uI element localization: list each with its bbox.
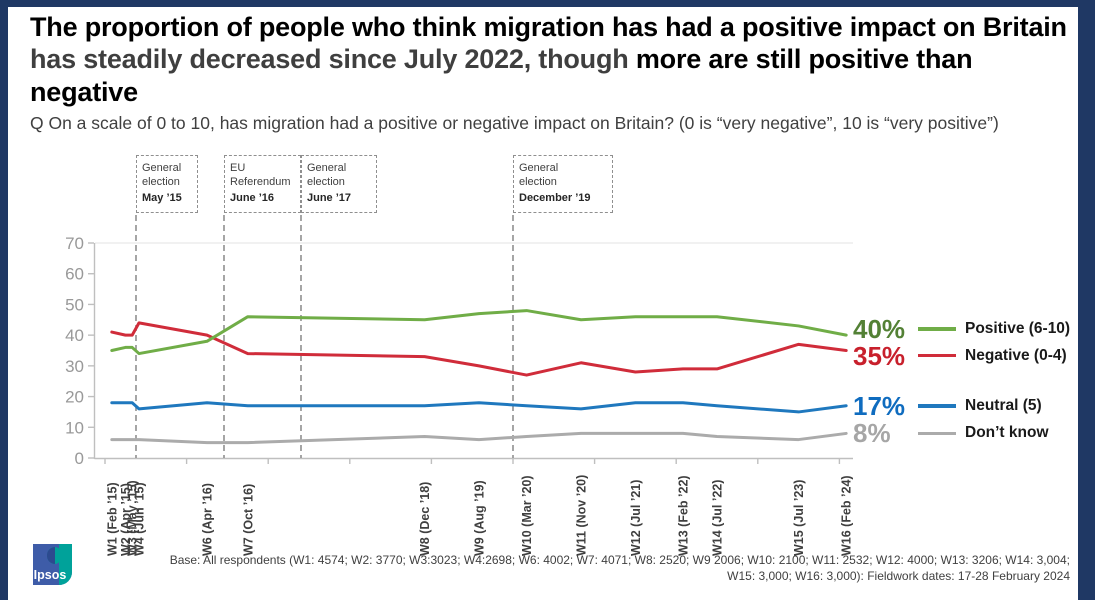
x-axis-label: W4 (Jun ’15) bbox=[133, 482, 147, 556]
legend-item-positive: Positive (6-10) bbox=[918, 320, 1070, 338]
series-line-3 bbox=[110, 431, 848, 445]
x-axis-label: W12 (Jul ’21) bbox=[629, 480, 643, 556]
annotation-eu-referendum-june-16: EU Referendum June ’16 bbox=[224, 155, 301, 213]
legend-label: Neutral (5) bbox=[965, 396, 1042, 414]
x-axis-label: W1 (Feb ’15) bbox=[105, 482, 119, 556]
ipsos-logo-emblem-half bbox=[47, 547, 55, 564]
x-axis-label: W16 (Feb ’24) bbox=[840, 475, 854, 556]
base-note-line-2: W15: 3,000; W16: 3,000): Fieldwork dates… bbox=[727, 568, 1070, 583]
x-axis-label: W10 (Mar ’20) bbox=[520, 475, 534, 556]
series-line-2 bbox=[110, 401, 848, 414]
legend-label: Negative (0-4) bbox=[965, 346, 1067, 364]
legend-label: Positive (6-10) bbox=[965, 320, 1071, 338]
y-axis-label: 70 bbox=[65, 234, 84, 253]
x-axis-label: W3 (May ’15) bbox=[126, 480, 140, 556]
question-text: Q On a scale of 0 to 10, has migration h… bbox=[30, 113, 999, 133]
annotation-date: June ’17 bbox=[307, 191, 352, 204]
legend-item-dont-know: Don’t know bbox=[918, 424, 1049, 442]
annotation-date: December ’19 bbox=[519, 191, 591, 204]
annotation-label: General election bbox=[307, 162, 347, 189]
negative-end-value: 35% bbox=[853, 340, 906, 371]
negative-line-swatch bbox=[918, 353, 956, 358]
series-line-0 bbox=[110, 309, 848, 356]
base-note-line-1: Base: All respondents (W1: 4574; W2: 377… bbox=[169, 553, 1070, 567]
annotation-label: General election bbox=[142, 162, 182, 189]
title-segment-black-2: more are still positive than negative bbox=[30, 44, 973, 107]
legend-item-neutral: Neutral (5) bbox=[918, 397, 1042, 415]
legend-label: Don’t know bbox=[965, 424, 1049, 442]
dont-know-line-swatch bbox=[918, 431, 956, 436]
annotation-general-election-december-19: General election December ’19 bbox=[513, 155, 613, 213]
x-axis-label: W6 (Apr ’16) bbox=[201, 483, 215, 556]
annotation-label: EU Referendum bbox=[230, 162, 291, 189]
series-line-1 bbox=[110, 321, 848, 377]
y-axis-label: 50 bbox=[65, 295, 84, 314]
x-axis-label: W9 (Aug ’19) bbox=[473, 480, 487, 556]
right-border bbox=[1078, 0, 1095, 600]
neutral-line-swatch bbox=[918, 404, 956, 408]
y-axis-label: 30 bbox=[65, 357, 84, 376]
y-axis-label: 20 bbox=[65, 388, 84, 407]
annotation-label: General election bbox=[519, 162, 559, 189]
positive-line-swatch bbox=[918, 327, 956, 331]
x-axis-label: W8 (Dec ’18) bbox=[418, 482, 432, 556]
ipsos-logo: Ipsos bbox=[33, 544, 72, 585]
ipsos-logo-teal-panel bbox=[59, 544, 72, 585]
title-segment-gray: has steadily decreased since July 2022, … bbox=[30, 44, 636, 75]
y-axis-label: 60 bbox=[65, 265, 84, 284]
title-segment-black: The proportion of people who think migra… bbox=[30, 12, 1067, 42]
x-axis-label: W2 (Apr ’15) bbox=[119, 483, 133, 556]
y-axis-label: 10 bbox=[65, 418, 84, 437]
x-axis-label: W14 (Jul ’22) bbox=[711, 480, 725, 556]
annotation-date: June ’16 bbox=[230, 191, 275, 204]
ipsos-logo-text: Ipsos bbox=[33, 568, 67, 582]
left-border bbox=[0, 0, 8, 600]
y-axis-label: 0 bbox=[75, 449, 84, 468]
x-axis-label: W11 (Nov ’20) bbox=[575, 475, 589, 556]
positive-end-value: 40% bbox=[853, 314, 906, 345]
annotation-general-election-june-17: General election June ’17 bbox=[301, 155, 377, 213]
x-axis-label: W15 (Jul ’23) bbox=[792, 480, 806, 556]
slide-title: The proportion of people who think migra… bbox=[30, 11, 1076, 108]
dont-know-end-value: 8% bbox=[853, 418, 891, 449]
y-axis-label: 40 bbox=[65, 326, 84, 345]
top-border bbox=[0, 0, 1095, 7]
annotation-date: May ’15 bbox=[142, 191, 182, 204]
legend-item-negative: Negative (0-4) bbox=[918, 347, 1067, 365]
base-note: Base: All respondents (W1: 4574; W2: 377… bbox=[95, 553, 1070, 584]
annotation-general-election-may-15: General election May ’15 bbox=[136, 155, 198, 213]
neutral-end-value: 17% bbox=[853, 390, 906, 421]
x-axis-label: W7 (Oct ’16) bbox=[241, 484, 255, 556]
x-axis-label: W13 (Feb ’22) bbox=[677, 475, 691, 556]
